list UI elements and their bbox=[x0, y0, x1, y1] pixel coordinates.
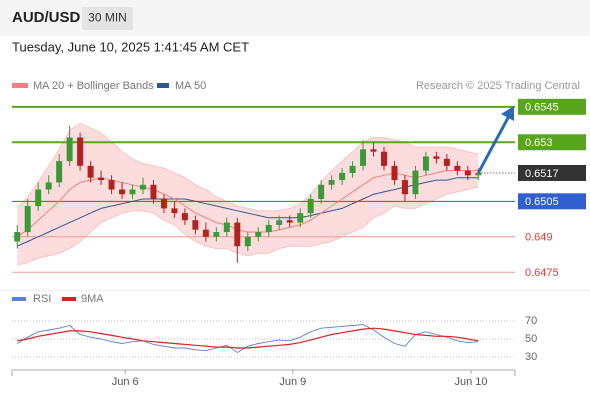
level-label: 0.6475 bbox=[525, 267, 559, 279]
legend-label: MA 50 bbox=[175, 80, 206, 92]
level-label: 0.649 bbox=[525, 232, 553, 244]
candle-body bbox=[265, 224, 272, 233]
candle-body bbox=[119, 189, 126, 195]
candle-body bbox=[286, 220, 293, 223]
level-label: 0.6505 bbox=[525, 196, 559, 208]
candle-body bbox=[192, 220, 199, 230]
candle-body bbox=[381, 151, 388, 166]
legend-swatch bbox=[12, 297, 26, 301]
level-label: 0.6517 bbox=[525, 168, 559, 180]
candle-body bbox=[422, 156, 429, 171]
level-label: 0.6545 bbox=[525, 102, 559, 114]
separator bbox=[0, 290, 590, 291]
candle-body bbox=[56, 161, 63, 183]
candle-body bbox=[307, 198, 314, 214]
indicator-line bbox=[16, 324, 479, 354]
candle-body bbox=[77, 137, 84, 166]
candle-body bbox=[391, 165, 398, 181]
candle-body bbox=[318, 184, 325, 199]
candle-body bbox=[202, 229, 209, 237]
candle-body bbox=[328, 180, 335, 185]
candle-body bbox=[87, 165, 94, 178]
candle-body bbox=[45, 182, 52, 190]
candle-body bbox=[433, 156, 440, 159]
candle-body bbox=[349, 165, 356, 173]
candle-body bbox=[401, 180, 408, 195]
candle-body bbox=[223, 222, 230, 233]
candle-body bbox=[244, 236, 251, 247]
y-tick-label: 30 bbox=[525, 351, 537, 363]
legend-swatch bbox=[12, 83, 28, 88]
ma50-line bbox=[16, 177, 479, 247]
candle-body bbox=[443, 158, 450, 166]
level-label: 0.653 bbox=[525, 137, 553, 149]
candle-body bbox=[108, 180, 115, 190]
symbol: AUD/USD bbox=[12, 9, 81, 26]
legend-label: MA 20 + Bollinger Bands bbox=[33, 80, 154, 92]
candle-body bbox=[171, 208, 178, 214]
interval: 30 MIN bbox=[88, 11, 127, 25]
level-box bbox=[518, 134, 586, 151]
candle-body bbox=[234, 222, 241, 247]
level-box bbox=[518, 98, 586, 115]
candle-body bbox=[150, 184, 157, 199]
timestamp: Tuesday, June 10, 2025 1:41:45 AM CET bbox=[12, 39, 249, 54]
candle-body bbox=[66, 137, 73, 162]
candle-body bbox=[297, 213, 304, 223]
legend-swatch bbox=[157, 83, 169, 88]
x-tick-label: Jun 10 bbox=[454, 376, 487, 388]
candle-body bbox=[24, 206, 31, 233]
level-box bbox=[518, 164, 586, 181]
candle-body bbox=[370, 149, 377, 152]
credit: Research © 2025 Trading Central bbox=[416, 80, 580, 92]
candle-body bbox=[139, 184, 146, 190]
level-box bbox=[518, 193, 586, 210]
candle-body bbox=[339, 172, 346, 181]
interval-badge bbox=[82, 7, 133, 30]
candle-body bbox=[181, 213, 188, 221]
y-tick-label: 50 bbox=[525, 333, 537, 345]
y-tick-label: 70 bbox=[525, 315, 537, 327]
candle-body bbox=[129, 189, 136, 195]
candle-body bbox=[360, 149, 367, 166]
ma20-line bbox=[16, 170, 479, 238]
candle-body bbox=[98, 177, 105, 181]
candle-body bbox=[255, 232, 262, 237]
legend-swatch bbox=[62, 297, 76, 301]
indicator-line bbox=[17, 327, 479, 349]
band-lower bbox=[17, 186, 479, 266]
candle-body bbox=[160, 198, 167, 209]
candle-body bbox=[464, 170, 471, 176]
candle-body bbox=[213, 232, 220, 237]
projection-arrow bbox=[477, 115, 511, 174]
candle-body bbox=[412, 170, 419, 195]
legend-label: 9MA bbox=[81, 293, 104, 305]
candle-body bbox=[35, 189, 42, 207]
candle-body bbox=[14, 232, 21, 242]
arrow-head bbox=[501, 106, 514, 121]
x-tick-label: Jun 9 bbox=[279, 376, 306, 388]
legend-label: RSI bbox=[33, 293, 51, 305]
candle-body bbox=[276, 220, 283, 225]
candle-body bbox=[475, 172, 482, 176]
candle-body bbox=[454, 165, 461, 171]
x-tick-label: Jun 6 bbox=[112, 376, 139, 388]
